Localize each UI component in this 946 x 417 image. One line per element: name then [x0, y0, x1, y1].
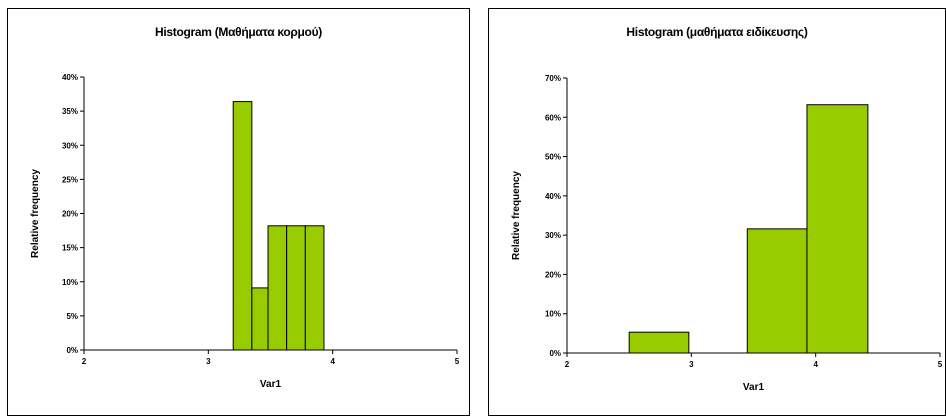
histogram-bar	[746, 228, 808, 354]
y-tick-label: 25%	[62, 175, 78, 184]
histogram-bar	[267, 225, 288, 351]
y-tick-label: 0%	[549, 349, 561, 358]
y-tick-label: 50%	[545, 153, 561, 162]
x-axis-label: Var1	[260, 379, 282, 390]
x-tick-label: 4	[330, 357, 335, 366]
x-tick-label: 3	[206, 357, 211, 366]
x-axis-label: Var1	[743, 382, 765, 393]
x-tick-label: 5	[455, 357, 460, 366]
histogram-panel-specialization-courses: Histogram (μαθήματα ειδίκευσης) 0% 10% 20%…	[488, 8, 946, 416]
y-tick-label: 10%	[545, 310, 561, 319]
histogram-bar	[286, 225, 306, 351]
histogram-bar	[251, 287, 269, 351]
x-tick-label: 5	[938, 360, 943, 369]
x-tick-label: 4	[813, 360, 818, 369]
histogram-bar	[232, 101, 253, 351]
y-tick-label: 5%	[66, 312, 78, 321]
y-axis-label: Relative frequency	[30, 169, 41, 258]
y-tick-label: 20%	[545, 270, 561, 279]
histogram-bar	[628, 331, 690, 354]
x-tick-label: 2	[565, 360, 570, 369]
histogram-bar	[304, 225, 325, 351]
y-tick-label: 40%	[62, 73, 78, 82]
y-tick-label: 30%	[62, 141, 78, 150]
y-tick-label: 15%	[62, 244, 78, 253]
chart-title: Histogram (Μαθήματα κορμού)	[155, 25, 322, 39]
y-tick-label: 20%	[62, 210, 78, 219]
y-tick-label: 70%	[545, 74, 561, 83]
histogram-plot-specialization-courses: 0% 10% 20% 30% 40% 50% 60% 70% 2 3 4 5 Var1 Relative …	[511, 74, 943, 393]
y-tick-label: 35%	[62, 107, 78, 116]
histogram-panel-core-courses: Histogram (Μαθήματα κορμού) 0% 5% 10% 15% 20…	[7, 8, 470, 416]
histogram-plot-core-courses: 0% 5% 10% 15% 20% 25% 30% 35% 40% 2 3 4 5 Var1 Relativ…	[30, 73, 460, 390]
y-tick-label: 60%	[545, 113, 561, 122]
histogram-bar	[806, 104, 869, 354]
x-tick-label: 3	[689, 360, 694, 369]
y-tick-label: 10%	[62, 278, 78, 287]
y-tick-label: 30%	[545, 231, 561, 240]
y-tick-label: 40%	[545, 192, 561, 201]
y-tick-label: 0%	[66, 346, 78, 355]
y-axis-label: Relative frequency	[511, 171, 522, 260]
chart-title: Histogram (μαθήματα ειδίκευσης)	[626, 25, 808, 39]
x-tick-label: 2	[82, 357, 87, 366]
